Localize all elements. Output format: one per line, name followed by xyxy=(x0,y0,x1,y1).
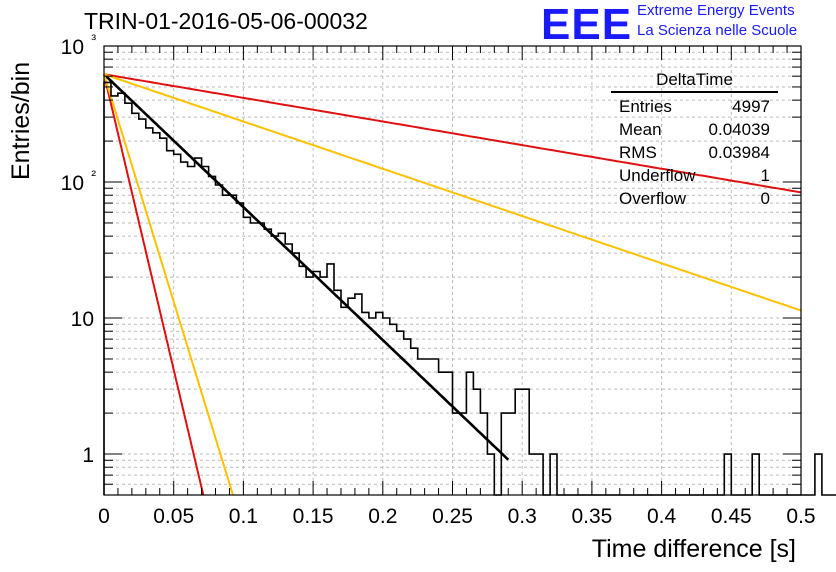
x-tick-label: 0.15 xyxy=(293,505,334,528)
x-tick-label: 0 xyxy=(98,505,110,528)
y-tick-label: 10 xyxy=(61,172,84,195)
y-tick-label: 1 xyxy=(82,444,94,467)
stats-row-overflow: Overflow 0 xyxy=(619,189,770,208)
axis-tick-labels: 0 0.05 0.1 0.15 0.2 0.25 0.3 0.35 0.4 0.45 0.5 1 10 1… xyxy=(61,31,816,528)
logo-line-2: La Scienza nelle Scuole xyxy=(637,22,798,39)
x-tick-label: 0.5 xyxy=(786,505,815,528)
y-tick-label-exponent: ³ xyxy=(91,31,96,47)
stats-row-entries: Entries 4997 xyxy=(619,97,770,116)
x-tick-label: 0.45 xyxy=(711,505,752,528)
curve-orange-2 xyxy=(103,73,802,312)
axis-ticks xyxy=(103,45,802,496)
curve-red-3 xyxy=(103,73,205,496)
y-axis-label: Entries/bin xyxy=(7,61,35,180)
x-tick-label: 0.4 xyxy=(647,505,677,528)
stats-row-underflow: Underflow 1 xyxy=(619,166,770,185)
x-tick-label: 0.1 xyxy=(229,505,258,528)
y-tick-label: 10 xyxy=(71,308,94,331)
stats-row-rms: RMS 0.03984 xyxy=(619,143,770,162)
x-tick-label: 0.3 xyxy=(508,505,537,528)
chart-title: TRIN-01-2016-05-06-00032 xyxy=(84,8,368,34)
x-tick-label: 0.05 xyxy=(153,505,194,528)
y-tick-label-exponent: ² xyxy=(91,167,96,183)
x-tick-label: 0.2 xyxy=(368,505,397,528)
y-tick-label: 10 xyxy=(61,36,84,59)
x-tick-label: 0.25 xyxy=(432,505,473,528)
x-tick-label: 0.35 xyxy=(571,505,612,528)
eee-logo: EEE xyxy=(541,0,633,49)
stats-row-mean: Mean 0.04039 xyxy=(619,120,770,139)
curve-orange-4 xyxy=(103,73,234,496)
logo-line-1: Extreme Energy Events xyxy=(637,2,795,19)
stats-box: DeltaTime Entries 4997 Mean 0.04039 RMS 0.0… xyxy=(611,70,778,210)
x-axis-label: Time difference [s] xyxy=(591,535,796,563)
stats-name: DeltaTime xyxy=(611,70,778,93)
curve-red-1 xyxy=(103,73,802,194)
